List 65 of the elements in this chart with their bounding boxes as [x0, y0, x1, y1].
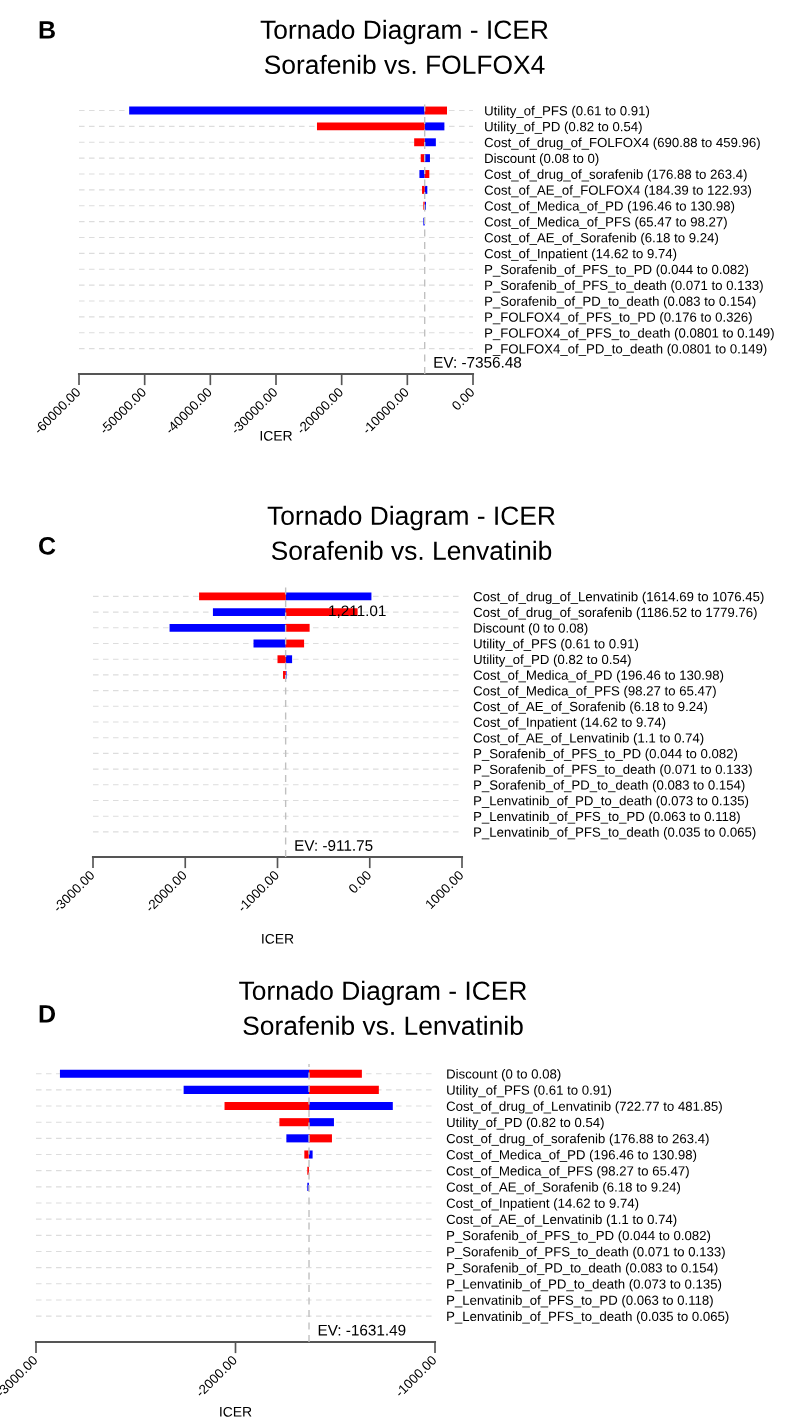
- y-tick-label: Cost_of_Inpatient (14.62 to 9.74): [473, 717, 666, 730]
- y-tick-label: Cost_of_drug_of_Lenvatinib (722.77 to 481.85): [446, 1101, 722, 1114]
- y-tick-label: Cost_of_Medica_of_PFS (98.27 to 65.47): [473, 685, 716, 699]
- x-axis-title: ICER: [262, 933, 294, 944]
- y-tick-label: P_Sorafenib_of_PFS_to_death (0.071 to 0.133): [474, 764, 752, 777]
- y-tick-label: P_FOLFOX4_of_PD_to_death (0.0801 to 0.149): [485, 343, 767, 357]
- y-tick-label: Cost_of_Inpatient (14.62 to 9.74): [484, 248, 677, 261]
- y-tick-label: Cost_of_drug_of_Lenvatinib (1614.69 to 1076.45): [473, 591, 764, 604]
- y-tick-label: Utility_of_PFS (0.61 to 0.91): [485, 105, 650, 119]
- y-tick-label: Utility_of_PD (0.82 to 0.54): [474, 654, 631, 667]
- ref-line-label: EV: -911.75: [295, 840, 373, 851]
- y-tick-label: Utility_of_PD (0.82 to 0.54): [485, 121, 642, 134]
- y-tick-label: Cost_of_drug_of_sorafenib (176.88 to 263.4): [446, 1133, 709, 1146]
- y-tick-label: P_Sorafenib_of_PD_to_death (0.083 to 0.154): [447, 1262, 718, 1276]
- y-tick-label: P_Lenvatinib_of_PFS_to_death (0.035 to 0.065): [474, 827, 756, 840]
- text: D: [39, 1005, 55, 1023]
- y-tick-label: Cost_of_Medica_of_PFS (98.27 to 65.47): [446, 1165, 689, 1179]
- y-tick-label: Discount (0 to 0.08): [474, 623, 588, 636]
- y-tick-label: Utility_of_PD (0.82 to 0.54): [447, 1117, 604, 1130]
- y-tick-label: Utility_of_PFS (0.61 to 0.91): [474, 638, 639, 652]
- y-tick-label: P_Sorafenib_of_PFS_to_PD (0.044 to 0.082): [485, 264, 749, 277]
- y-tick-label: Cost_of_drug_of_sorafenib (1186.52 to 1779.76): [473, 607, 757, 620]
- chart-title: Tornado Diagram - ICER: [267, 505, 555, 531]
- y-tick-label: Cost_of_AE_of_FOLFOX4 (184.39 to 122.93): [484, 185, 752, 198]
- y-tick-label: Cost_of_Medica_of_PD (196.46 to 130.98): [484, 200, 735, 214]
- x-axis-title: ICER: [260, 430, 292, 441]
- chart-subtitle: Sorafenib vs. Lenvatinib: [243, 1015, 523, 1036]
- x-tick-label: 0.00: [451, 386, 476, 411]
- y-tick-label: Cost_of_Medica_of_PFS (65.47 to 98.27): [484, 216, 727, 230]
- y-tick-label: P_Sorafenib_of_PFS_to_PD (0.044 to 0.082): [474, 748, 738, 761]
- ref-line-label: EV: -1631.49: [318, 1324, 406, 1336]
- y-tick-label: Cost_of_Inpatient (14.62 to 9.74): [446, 1198, 639, 1211]
- y-tick-label: P_FOLFOX4_of_PFS_to_PD (0.176 to 0.326): [485, 312, 752, 325]
- y-tick-label: P_FOLFOX4_of_PFS_to_death (0.0801 to 0.149): [485, 327, 774, 341]
- y-tick-label: Discount (0.08 to 0): [485, 153, 599, 166]
- y-tick-label: Cost_of_AE_of_Sorafenib (6.18 to 9.24): [446, 1182, 681, 1195]
- chart-subtitle: Sorafenib vs. FOLFOX4: [264, 54, 545, 75]
- y-tick-label: P_Lenvatinib_of_PFS_to_PD (0.063 to 0.118): [447, 1295, 713, 1308]
- chart-title: Tornado Diagram - ICER: [260, 19, 548, 45]
- y-tick-label: P_Sorafenib_of_PFS_to_PD (0.044 to 0.082): [447, 1230, 711, 1243]
- y-tick-label: P_Sorafenib_of_PFS_to_death (0.071 to 0.133): [447, 1246, 725, 1259]
- y-tick-label: Cost_of_Medica_of_PD (196.46 to 130.98): [446, 1149, 697, 1163]
- x-axis-title: ICER: [220, 1406, 252, 1417]
- y-tick-label: P_Sorafenib_of_PFS_to_death (0.071 to 0.133): [485, 280, 763, 293]
- ref-line-label: EV: -7356.48: [434, 356, 522, 368]
- text: C: [39, 537, 56, 555]
- y-tick-label: Cost_of_AE_of_Sorafenib (6.18 to 9.24): [473, 701, 708, 714]
- y-tick-label: Cost_of_AE_of_Lenvatinib (1.1 to 0.74): [446, 1214, 677, 1227]
- y-tick-label: P_Sorafenib_of_PD_to_death (0.083 to 0.154): [485, 296, 756, 309]
- y-tick-label: P_Sorafenib_of_PD_to_death (0.083 to 0.154): [474, 780, 745, 793]
- y-tick-label: Cost_of_Medica_of_PD (196.46 to 130.98): [473, 670, 724, 683]
- y-tick-label: P_Lenvatinib_of_PD_to_death (0.073 to 0.135): [447, 1279, 722, 1292]
- y-tick-label: Utility_of_PFS (0.61 to 0.91): [447, 1085, 612, 1098]
- chart-title: Tornado Diagram - ICER: [239, 980, 527, 1006]
- y-tick-label: P_Lenvatinib_of_PFS_to_death (0.035 to 0.065): [447, 1311, 729, 1324]
- y-tick-label: Cost_of_AE_of_Sorafenib (6.18 to 9.24): [484, 232, 719, 246]
- text: B: [39, 21, 55, 39]
- y-tick-label: Cost_of_drug_of_sorafenib (176.88 to 263.4): [484, 169, 747, 182]
- y-tick-label: P_Lenvatinib_of_PD_to_death (0.073 to 0.135): [474, 795, 749, 808]
- y-tick-label: P_Lenvatinib_of_PFS_to_PD (0.063 to 0.118): [474, 811, 740, 824]
- x-tick-label: 0.00: [347, 869, 372, 894]
- y-tick-label: Discount (0 to 0.08): [447, 1068, 561, 1082]
- y-tick-label: Cost_of_drug_of_FOLFOX4 (690.88 to 459.96): [484, 137, 760, 150]
- y-tick-label: Cost_of_AE_of_Lenvatinib (1.1 to 0.74): [473, 732, 704, 746]
- chart-subtitle: Sorafenib vs. Lenvatinib: [271, 540, 552, 561]
